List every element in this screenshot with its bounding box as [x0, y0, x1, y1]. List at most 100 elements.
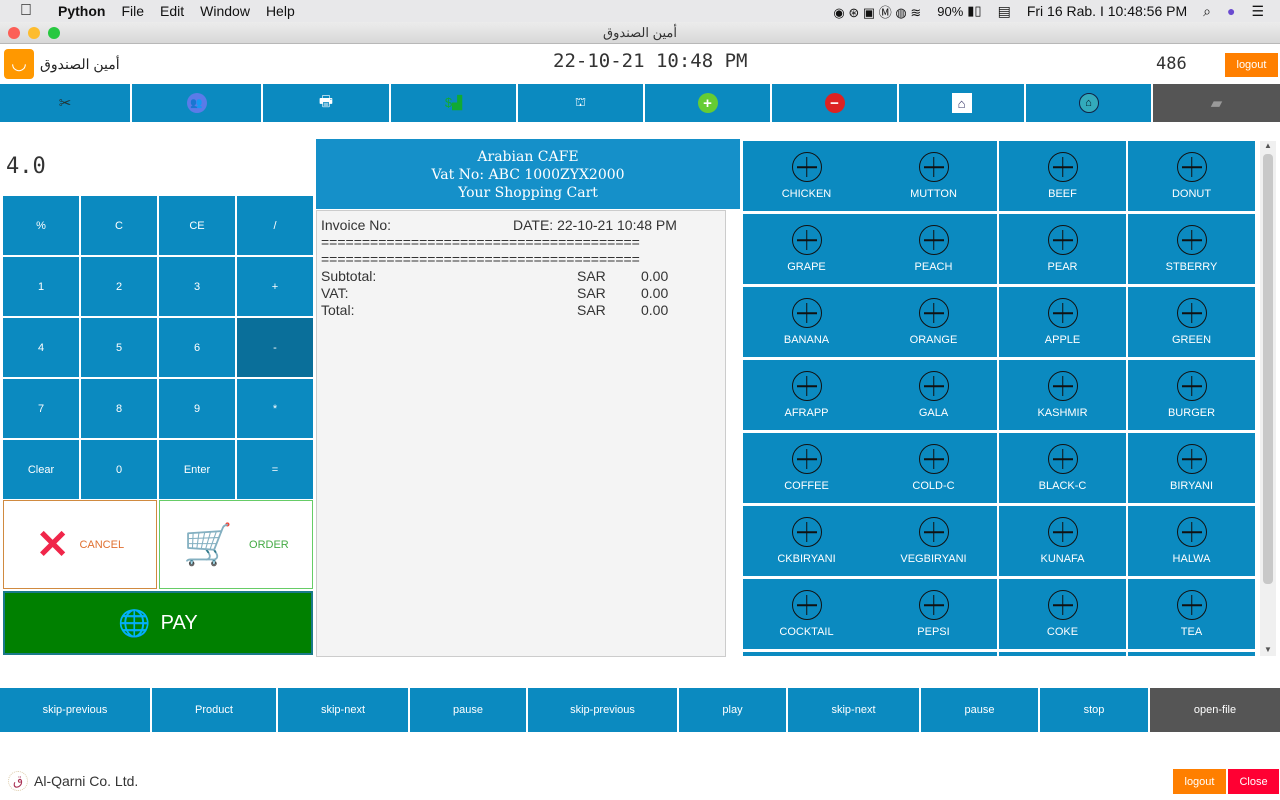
product-ckbiryani[interactable]: CKBIRYANI — [743, 506, 870, 576]
nav-remove-button[interactable]: − — [772, 84, 897, 122]
product-grape[interactable]: GRAPE — [743, 214, 870, 284]
minimize-window-icon[interactable] — [28, 27, 40, 39]
clock[interactable]: Fri 16 Rab. I 10:48:56 PM — [1026, 3, 1188, 19]
apple-icon[interactable]:  — [20, 2, 32, 20]
nav-print-button[interactable]: 🖶 — [263, 84, 389, 122]
product-orange[interactable]: ORANGE — [870, 287, 997, 357]
bottom-pause-button[interactable]: pause — [410, 688, 526, 732]
calc-key[interactable]: 9 — [159, 379, 235, 438]
product-coke[interactable]: COKE — [999, 579, 1126, 649]
calc-key[interactable]: 2 — [81, 257, 157, 316]
product-pear[interactable]: PEAR — [999, 214, 1126, 284]
close-button[interactable]: Close — [1228, 769, 1279, 794]
battery-icon[interactable]: ▮▯ — [967, 3, 982, 18]
product-biryani[interactable]: BIRYANI — [1128, 433, 1255, 503]
product-vegbiryani[interactable]: VEGBIRYANI — [870, 506, 997, 576]
calc-key[interactable]: - — [237, 318, 313, 377]
product-peach[interactable]: PEACH — [870, 214, 997, 284]
product-cold-c[interactable]: COLD-C — [870, 433, 997, 503]
bottom-pause-button[interactable]: pause — [921, 688, 1038, 732]
total-value: 0.00 — [641, 302, 669, 318]
product-cocktail[interactable]: COCKTAIL — [743, 579, 870, 649]
product-green[interactable]: GREEN — [1128, 287, 1255, 357]
bottom-skip-previous-button[interactable]: skip-previous — [0, 688, 150, 732]
menu-window[interactable]: Window — [188, 3, 250, 19]
calc-key[interactable]: Clear — [3, 440, 79, 499]
wifi-icon[interactable]: ◉ ⊛ ▣ Ⓜ ◍ ≋ — [833, 4, 922, 20]
order-button[interactable]: 🛒 ORDER — [159, 500, 313, 589]
product-partial[interactable] — [743, 652, 870, 656]
nav-store-button[interactable]: ⌂ — [899, 84, 1024, 122]
calc-key[interactable]: C — [81, 196, 157, 255]
product-donut[interactable]: DONUT — [1128, 141, 1255, 211]
product-beef[interactable]: BEEF — [999, 141, 1126, 211]
nav-warehouse-button[interactable]: ⛫ — [518, 84, 643, 122]
list-icon[interactable]: ☰ — [1251, 2, 1264, 19]
product-stberry[interactable]: STBERRY — [1128, 214, 1255, 284]
calc-key[interactable]: 5 — [81, 318, 157, 377]
flag-icon[interactable]: ▤ — [997, 2, 1011, 19]
bottom-skip-next-button[interactable]: skip-next — [788, 688, 919, 732]
nav-sales-button[interactable]: $▟ — [391, 84, 516, 122]
menu-help[interactable]: Help — [253, 3, 295, 19]
bottom-product-button[interactable]: Product — [152, 688, 276, 732]
footer-logout-button[interactable]: logout — [1173, 769, 1226, 794]
counter: 486 — [1156, 54, 1187, 74]
menu-app[interactable]: Python — [46, 3, 105, 19]
product-chicken[interactable]: CHICKEN — [743, 141, 870, 211]
calc-key[interactable]: CE — [159, 196, 235, 255]
product-halwa[interactable]: HALWA — [1128, 506, 1255, 576]
bottom-skip-previous-button[interactable]: skip-previous — [528, 688, 677, 732]
product-kashmir[interactable]: KASHMIR — [999, 360, 1126, 430]
scrollbar-thumb[interactable] — [1263, 154, 1273, 584]
bottom-open-file-button[interactable]: open-file — [1150, 688, 1280, 732]
product-partial[interactable] — [999, 652, 1126, 656]
search-icon[interactable]: ⌕ — [1203, 2, 1211, 19]
nav-home-button[interactable]: ⌂ — [1026, 84, 1151, 122]
product-pepsi[interactable]: PEPSI — [870, 579, 997, 649]
logout-button[interactable]: logout — [1225, 53, 1278, 77]
product-black-c[interactable]: BLACK-C — [999, 433, 1126, 503]
product-partial[interactable] — [1128, 652, 1255, 656]
calc-key[interactable]: / — [237, 196, 313, 255]
bottom-skip-next-button[interactable]: skip-next — [278, 688, 408, 732]
calc-key[interactable]: 1 — [3, 257, 79, 316]
product-afrapp[interactable]: AFRAPP — [743, 360, 870, 430]
pay-button[interactable]: 🌐 PAY — [3, 591, 313, 655]
product-partial[interactable] — [870, 652, 997, 656]
product-coffee[interactable]: COFFEE — [743, 433, 870, 503]
product-label: BANANA — [783, 334, 830, 346]
product-kunafa[interactable]: KUNAFA — [999, 506, 1126, 576]
product-burger[interactable]: BURGER — [1128, 360, 1255, 430]
product-mutton[interactable]: MUTTON — [870, 141, 997, 211]
menu-edit[interactable]: Edit — [148, 3, 184, 19]
calc-key[interactable]: 3 — [159, 257, 235, 316]
products-scrollbar[interactable]: ▲ ▼ — [1260, 141, 1276, 656]
calc-key[interactable]: 0 — [81, 440, 157, 499]
calc-key[interactable]: % — [3, 196, 79, 255]
bottom-play-button[interactable]: play — [679, 688, 786, 732]
calc-key[interactable]: 8 — [81, 379, 157, 438]
nav-users-button[interactable]: 👥 — [132, 84, 261, 122]
siri-icon[interactable]: ● — [1226, 3, 1236, 19]
nav-add-button[interactable]: + — [645, 84, 770, 122]
product-banana[interactable]: BANANA — [743, 287, 870, 357]
product-gala[interactable]: GALA — [870, 360, 997, 430]
product-apple[interactable]: APPLE — [999, 287, 1126, 357]
cancel-button[interactable]: ✕ CANCEL — [3, 500, 157, 589]
zoom-window-icon[interactable] — [48, 27, 60, 39]
calc-key[interactable]: 6 — [159, 318, 235, 377]
calc-key[interactable]: 7 — [3, 379, 79, 438]
calc-key[interactable]: * — [237, 379, 313, 438]
calc-key[interactable]: Enter — [159, 440, 235, 499]
product-tea[interactable]: TEA — [1128, 579, 1255, 649]
product-label: CKBIRYANI — [777, 553, 836, 565]
menu-file[interactable]: File — [109, 3, 144, 19]
nav-tools-button[interactable]: ✂ — [0, 84, 130, 122]
calc-key[interactable]: 4 — [3, 318, 79, 377]
close-window-icon[interactable] — [8, 27, 20, 39]
nav-folder-button[interactable]: ▰ — [1153, 84, 1280, 122]
bottom-stop-button[interactable]: stop — [1040, 688, 1148, 732]
calc-key[interactable]: + — [237, 257, 313, 316]
calc-key[interactable]: = — [237, 440, 313, 499]
